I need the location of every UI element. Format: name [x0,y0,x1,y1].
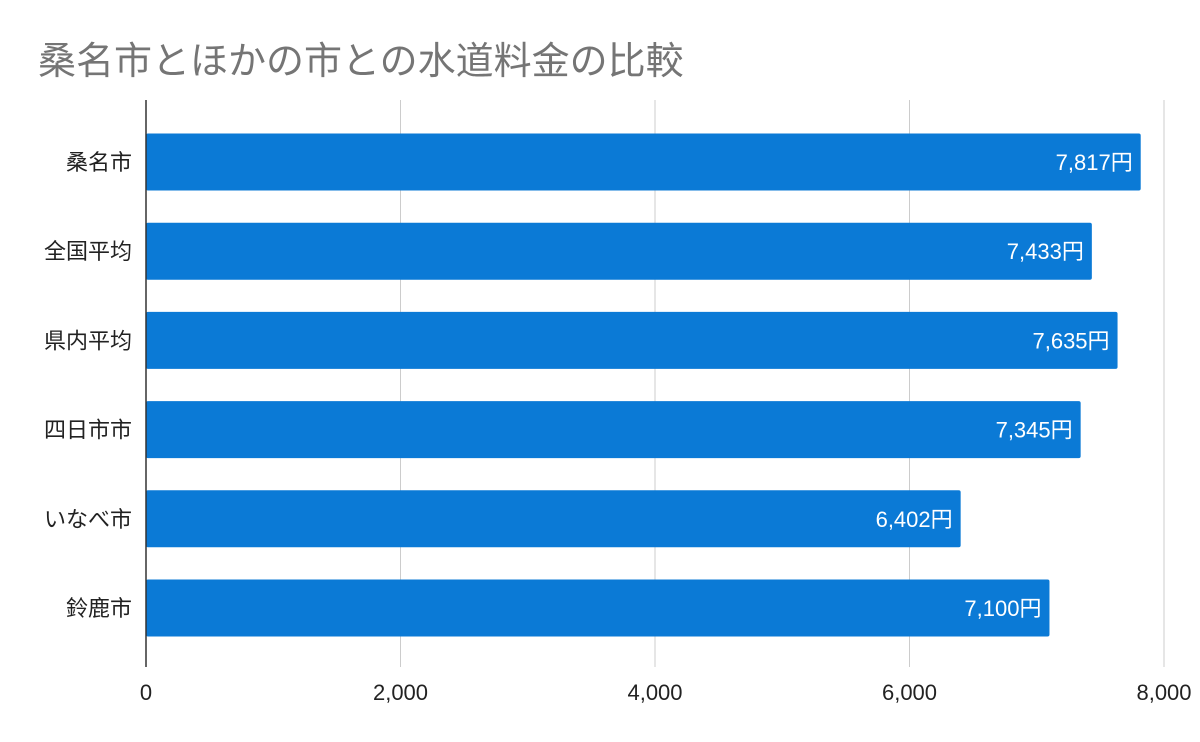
bar [146,133,1141,191]
data-label: 7,817円 [1056,150,1133,175]
data-label: 7,433円 [1007,239,1084,264]
bar [146,311,1118,369]
category-label: 県内平均 [44,329,132,354]
bar [146,222,1092,280]
x-tick-label: 2,000 [373,680,428,705]
category-label: いなべ市 [44,508,132,533]
bars [146,133,1141,637]
x-tick-label: 8,000 [1136,680,1191,705]
x-tick-label: 4,000 [627,680,682,705]
labels: 7,817円 桑名市 7,433円 全国平均 7,635円 県内平均 7,345円 四日市市 6… [44,150,1192,705]
category-label: 桑名市 [66,151,132,176]
bar [146,401,1081,459]
chart-title: 桑名市とほかの市との水道料金の比較 [38,39,684,83]
data-label: 7,100円 [964,596,1041,621]
x-tick-label: 0 [140,680,152,705]
category-label: 鈴鹿市 [66,597,132,622]
data-label: 7,345円 [996,418,1073,443]
category-label: 四日市市 [44,419,132,444]
data-label: 7,635円 [1032,328,1109,353]
x-tick-label: 6,000 [882,680,937,705]
data-label: 6,402円 [876,507,953,532]
bar [146,490,961,548]
gridlines [400,100,1165,667]
bar [146,579,1050,637]
category-label: 全国平均 [44,240,132,265]
